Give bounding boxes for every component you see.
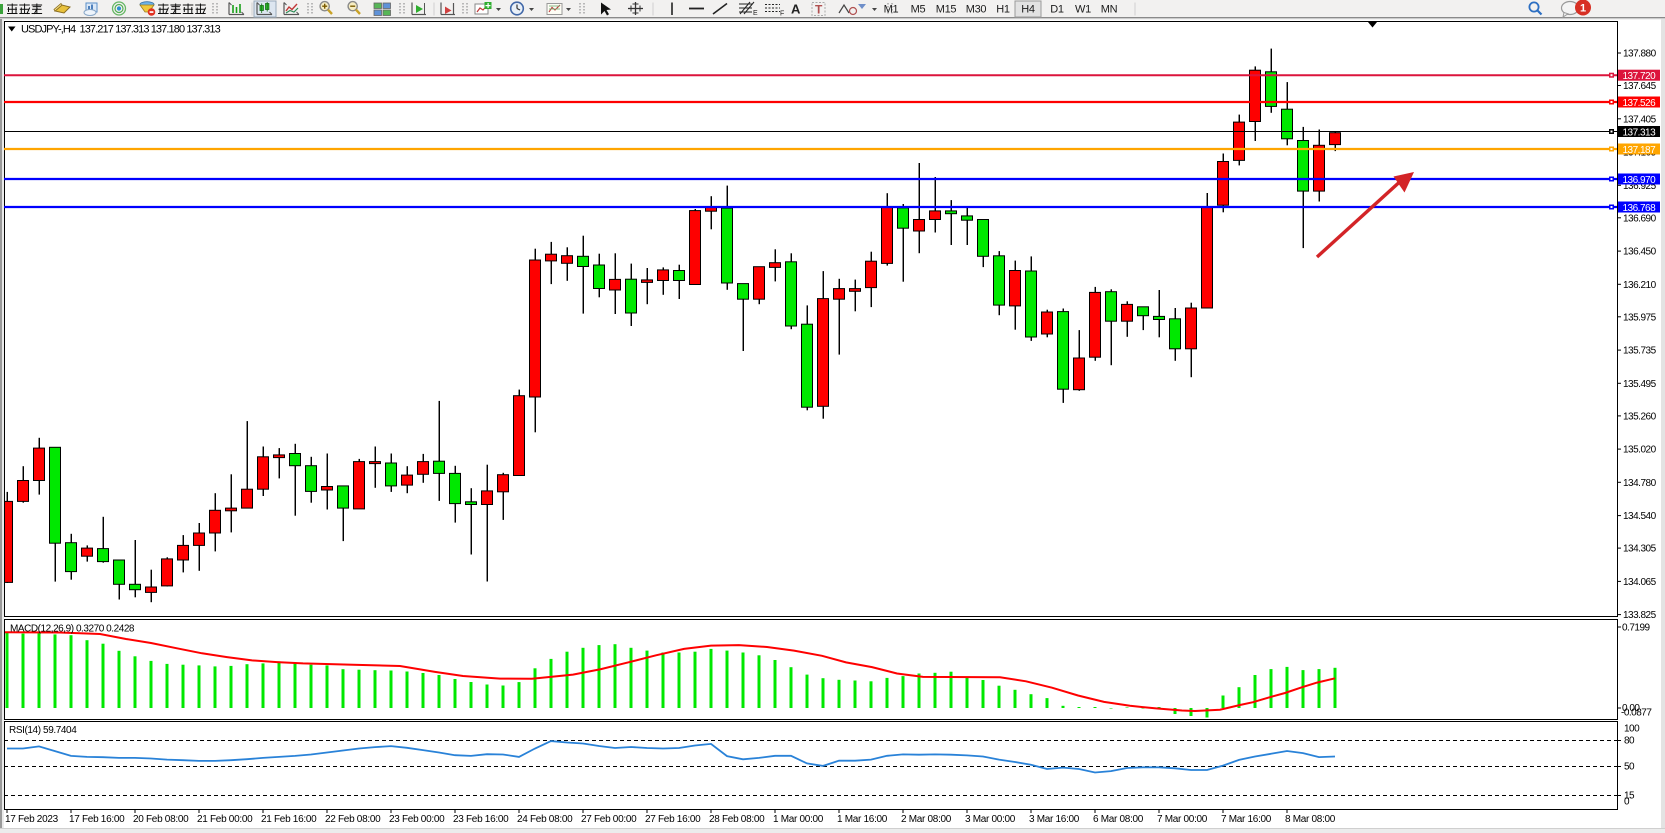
svg-text:28 Feb 08:00: 28 Feb 08:00 — [709, 814, 765, 825]
svg-text:137.187: 137.187 — [1623, 145, 1657, 156]
svg-text:134.780: 134.780 — [1623, 478, 1657, 489]
svg-text:F: F — [780, 11, 784, 18]
svg-text:D1: D1 — [1050, 4, 1064, 16]
svg-text:3 Mar 16:00: 3 Mar 16:00 — [1029, 814, 1080, 825]
svg-text:135.020: 135.020 — [1623, 445, 1657, 456]
svg-text:7 Mar 16:00: 7 Mar 16:00 — [1221, 814, 1272, 825]
svg-text:21 Feb 00:00: 21 Feb 00:00 — [197, 814, 253, 825]
svg-text:136.925: 136.925 — [1623, 181, 1657, 192]
svg-text:100: 100 — [1624, 724, 1640, 735]
svg-text:27 Feb 00:00: 27 Feb 00:00 — [581, 814, 637, 825]
svg-text:1: 1 — [1580, 3, 1586, 15]
svg-text:USDJPY-,H4 137.217 137.313 13: USDJPY-,H4 137.217 137.313 137.180 137.3… — [21, 24, 221, 36]
svg-text:134.065: 134.065 — [1623, 577, 1657, 588]
svg-text:0.00: 0.00 — [1622, 703, 1640, 714]
svg-text:MACD(12,26,9) 0.3270 0.2428: MACD(12,26,9) 0.3270 0.2428 — [10, 624, 135, 635]
svg-text:137.405: 137.405 — [1623, 114, 1657, 125]
svg-text:136.690: 136.690 — [1623, 213, 1657, 224]
svg-text:2 Mar 08:00: 2 Mar 08:00 — [901, 814, 952, 825]
svg-text:8 Mar 08:00: 8 Mar 08:00 — [1285, 814, 1336, 825]
svg-text:M5: M5 — [911, 4, 926, 16]
svg-text:22 Feb 08:00: 22 Feb 08:00 — [325, 814, 381, 825]
svg-text:1 Mar 00:00: 1 Mar 00:00 — [773, 814, 824, 825]
svg-text:135.735: 135.735 — [1623, 346, 1657, 357]
svg-text:M15: M15 — [936, 4, 957, 16]
svg-text:1 Mar 16:00: 1 Mar 16:00 — [837, 814, 888, 825]
svg-text:17 Feb 2023: 17 Feb 2023 — [5, 814, 59, 825]
svg-text:137.313: 137.313 — [1623, 127, 1657, 138]
svg-text:21 Feb 16:00: 21 Feb 16:00 — [261, 814, 317, 825]
svg-text:135.975: 135.975 — [1623, 312, 1657, 323]
svg-text:20 Feb 08:00: 20 Feb 08:00 — [133, 814, 189, 825]
svg-text:M1: M1 — [884, 4, 899, 16]
svg-text:H1: H1 — [996, 4, 1010, 16]
svg-text:3 Mar 00:00: 3 Mar 00:00 — [965, 814, 1016, 825]
svg-text:23 Feb 16:00: 23 Feb 16:00 — [453, 814, 509, 825]
svg-text:0: 0 — [1624, 797, 1630, 808]
svg-text:H4: H4 — [1021, 4, 1035, 16]
svg-text:133.825: 133.825 — [1623, 610, 1657, 621]
svg-text:136.450: 136.450 — [1623, 247, 1657, 258]
svg-text:136.210: 136.210 — [1623, 280, 1657, 291]
svg-text:6 Mar 08:00: 6 Mar 08:00 — [1093, 814, 1144, 825]
svg-text:136.768: 136.768 — [1623, 203, 1657, 214]
svg-text:137.526: 137.526 — [1623, 98, 1657, 109]
svg-text:137.880: 137.880 — [1623, 49, 1657, 60]
svg-text:0.7199: 0.7199 — [1622, 623, 1651, 634]
svg-text:E: E — [753, 10, 758, 17]
svg-text:W1: W1 — [1075, 4, 1091, 16]
svg-text:RSI(14) 59.7404: RSI(14) 59.7404 — [9, 725, 77, 736]
svg-text:80: 80 — [1624, 736, 1635, 747]
svg-text:27 Feb 16:00: 27 Feb 16:00 — [645, 814, 701, 825]
svg-text:23 Feb 00:00: 23 Feb 00:00 — [389, 814, 445, 825]
svg-text:M30: M30 — [966, 4, 987, 16]
svg-text:-0.0877: -0.0877 — [1621, 708, 1652, 719]
svg-text:137.720: 137.720 — [1623, 71, 1657, 82]
svg-text:15: 15 — [1624, 791, 1635, 802]
svg-text:135.260: 135.260 — [1623, 411, 1657, 422]
svg-text:136.970: 136.970 — [1623, 175, 1657, 186]
svg-text:134.305: 134.305 — [1623, 544, 1657, 555]
svg-text:MN: MN — [1101, 4, 1118, 16]
svg-text:135.495: 135.495 — [1623, 379, 1657, 390]
svg-text:A: A — [791, 2, 801, 17]
svg-text:17 Feb 16:00: 17 Feb 16:00 — [69, 814, 125, 825]
svg-text:T: T — [815, 3, 823, 17]
svg-text:50: 50 — [1624, 762, 1635, 773]
svg-text:7 Mar 00:00: 7 Mar 00:00 — [1157, 814, 1208, 825]
svg-text:137.645: 137.645 — [1623, 81, 1657, 92]
svg-text:134.540: 134.540 — [1623, 511, 1657, 522]
svg-text:24 Feb 08:00: 24 Feb 08:00 — [517, 814, 573, 825]
